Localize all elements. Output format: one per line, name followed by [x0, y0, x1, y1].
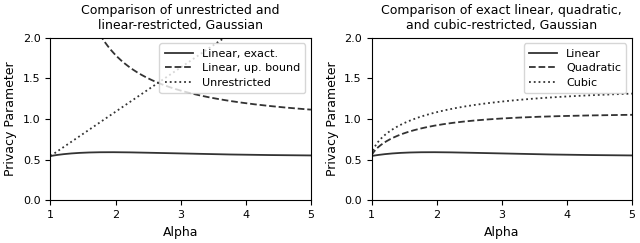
Y-axis label: Privacy Parameter: Privacy Parameter	[326, 62, 339, 176]
Cubic	[621, 92, 628, 95]
Linear	[573, 153, 580, 156]
Line: Linear, exact.: Linear, exact.	[51, 152, 311, 156]
Cubic	[488, 101, 495, 104]
Line: Linear: Linear	[372, 152, 632, 156]
Line: Cubic: Cubic	[372, 94, 632, 155]
Linear	[488, 152, 495, 155]
Cubic	[495, 100, 502, 103]
Unrestricted	[47, 155, 54, 157]
Linear, up. bound	[252, 103, 259, 106]
Cubic	[368, 154, 376, 157]
Quadratic	[621, 113, 628, 116]
Linear	[368, 155, 376, 157]
Title: Comparison of unrestricted and
linear-restricted, Gaussian: Comparison of unrestricted and linear-re…	[81, 4, 280, 33]
Line: Unrestricted: Unrestricted	[51, 0, 311, 156]
Linear	[621, 154, 628, 157]
Quadratic	[381, 141, 388, 144]
Cubic	[628, 92, 636, 95]
Linear, exact.	[252, 153, 260, 156]
Linear, exact.	[300, 154, 307, 157]
Linear, up. bound	[166, 86, 174, 89]
Unrestricted	[252, 15, 259, 18]
Linear	[621, 154, 628, 157]
Line: Quadratic: Quadratic	[372, 115, 632, 156]
Linear, exact.	[60, 153, 68, 156]
Line: Linear, up. bound: Linear, up. bound	[51, 0, 311, 110]
Title: Comparison of exact linear, quadratic,
and cubic-restricted, Gaussian: Comparison of exact linear, quadratic, a…	[381, 4, 622, 33]
Quadratic	[573, 114, 580, 117]
Quadratic	[495, 117, 502, 120]
X-axis label: Alpha: Alpha	[163, 226, 198, 239]
Linear	[427, 151, 435, 154]
Quadratic	[488, 118, 495, 121]
Linear, exact.	[47, 155, 54, 157]
Y-axis label: Privacy Parameter: Privacy Parameter	[4, 62, 17, 176]
Linear, exact.	[307, 154, 315, 157]
Linear, up. bound	[300, 108, 307, 111]
Legend: Linear, Quadratic, Cubic: Linear, Quadratic, Cubic	[524, 43, 627, 93]
Linear, exact.	[106, 151, 113, 154]
Cubic	[621, 92, 628, 95]
Unrestricted	[60, 146, 68, 148]
Linear, up. bound	[307, 108, 315, 111]
Unrestricted	[166, 73, 174, 76]
Quadratic	[368, 154, 376, 157]
Legend: Linear, exact., Linear, up. bound, Unrestricted: Linear, exact., Linear, up. bound, Unres…	[159, 43, 305, 93]
Linear, exact.	[173, 152, 181, 155]
Cubic	[573, 95, 580, 97]
Quadratic	[621, 113, 628, 116]
Linear, up. bound	[173, 88, 181, 91]
Linear, exact.	[166, 152, 174, 155]
Unrestricted	[173, 68, 181, 71]
X-axis label: Alpha: Alpha	[484, 226, 520, 239]
Cubic	[381, 133, 388, 136]
Linear, up. bound	[300, 108, 307, 111]
Linear, exact.	[300, 154, 307, 157]
Linear	[495, 152, 502, 155]
Linear	[381, 153, 388, 156]
Quadratic	[628, 113, 636, 116]
Linear	[628, 154, 636, 157]
